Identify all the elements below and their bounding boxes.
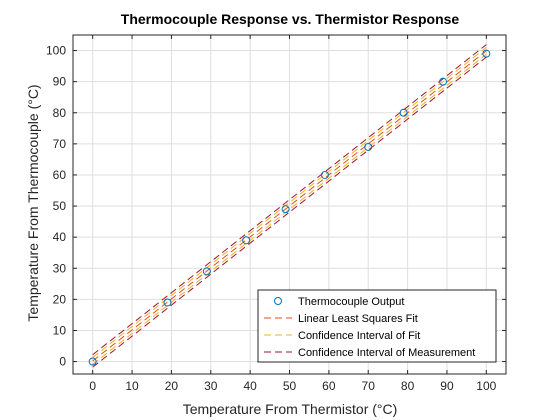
x-tick-label: 0	[89, 379, 96, 393]
data-point	[242, 236, 251, 245]
chart-title: Thermocouple Response vs. Thermistor Res…	[121, 11, 460, 27]
legend-label: Thermocouple Output	[298, 296, 404, 308]
y-tick-label: 30	[53, 261, 67, 275]
x-tick-label: 100	[476, 379, 496, 393]
legend-marker-points	[274, 297, 282, 305]
x-tick-label: 50	[283, 379, 297, 393]
data-point	[202, 267, 211, 276]
data-point	[364, 142, 373, 151]
data-point	[163, 298, 172, 307]
measurement-ci-lower-line	[92, 56, 487, 368]
legend-label: Linear Least Squares Fit	[298, 313, 418, 325]
x-tick-label: 40	[243, 379, 257, 393]
x-tick-label: 70	[362, 379, 376, 393]
legend: Thermocouple Output Linear Least Squares …	[257, 289, 497, 363]
y-tick-label: 10	[53, 323, 67, 337]
x-tick-label: 30	[204, 379, 218, 393]
legend-box	[257, 289, 497, 363]
plot-layer	[88, 44, 491, 368]
data-point	[320, 170, 329, 179]
y-tick-label: 90	[53, 75, 67, 89]
y-tick-label: 80	[53, 106, 67, 120]
data-point	[88, 357, 97, 366]
data-point	[482, 49, 491, 58]
data-point	[439, 77, 448, 86]
x-tick-label: 80	[401, 379, 415, 393]
axis-layer: 0 10 20 30 40 50 60 70 80 90 100 0 10 20 30 40 50 60 70 80 9…	[46, 34, 507, 393]
y-axis-title: Temperature From Thermocouple (°C)	[25, 84, 41, 321]
data-point	[399, 108, 408, 117]
y-tick-label: 40	[53, 230, 67, 244]
measurement-ci-upper-line	[92, 44, 487, 356]
x-tick-label: 10	[125, 379, 139, 393]
y-tick-label: 50	[53, 199, 67, 213]
x-tick-label: 60	[322, 379, 336, 393]
y-tick-label: 70	[53, 137, 67, 151]
x-tick-label: 90	[440, 379, 454, 393]
legend-label: Confidence Interval of Measurement	[298, 347, 475, 359]
y-tick-label: 20	[53, 292, 67, 306]
fit-line	[92, 50, 487, 362]
data-point	[281, 205, 290, 214]
fit-ci-lower-line	[92, 53, 487, 365]
legend-label: Confidence Interval of Fit	[298, 330, 420, 342]
x-axis-title: Temperature From Thermistor (°C)	[183, 401, 398, 417]
y-tick-label: 100	[46, 44, 66, 58]
y-tick-label: 0	[59, 355, 66, 369]
x-tick-label: 20	[165, 379, 179, 393]
y-tick-label: 60	[53, 168, 67, 182]
fit-ci-upper-line	[92, 47, 487, 358]
